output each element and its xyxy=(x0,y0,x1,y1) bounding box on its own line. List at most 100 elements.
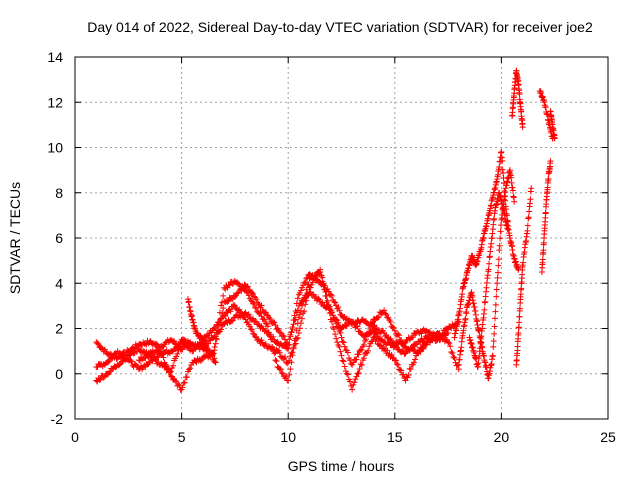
data-point xyxy=(509,187,516,194)
data-point xyxy=(429,335,436,342)
data-point xyxy=(340,339,347,346)
y-tick-label: 0 xyxy=(55,366,63,382)
data-point xyxy=(276,365,283,372)
data-point xyxy=(212,340,219,347)
data-point xyxy=(286,336,293,343)
x-tick-label: 0 xyxy=(71,429,79,445)
data-point xyxy=(320,281,327,288)
data-point xyxy=(252,333,259,340)
data-point xyxy=(319,299,326,306)
data-point xyxy=(445,330,452,337)
y-tick-label: 10 xyxy=(47,140,63,156)
data-point xyxy=(343,322,350,329)
data-point xyxy=(446,340,453,347)
data-point xyxy=(367,326,374,333)
data-point xyxy=(319,278,326,285)
data-point xyxy=(434,330,441,337)
series-track-m xyxy=(547,108,558,142)
data-point xyxy=(230,302,237,309)
data-point xyxy=(432,333,439,340)
data-point xyxy=(365,331,372,338)
data-point xyxy=(151,355,158,362)
data-point xyxy=(497,222,504,229)
data-point xyxy=(106,369,113,376)
data-point xyxy=(391,327,398,334)
data-point xyxy=(272,357,279,364)
data-point xyxy=(250,290,257,297)
x-tick-label: 25 xyxy=(600,429,616,445)
data-point xyxy=(167,373,174,380)
data-point xyxy=(296,325,303,332)
data-point xyxy=(100,374,107,381)
data-point xyxy=(292,340,299,347)
data-point xyxy=(394,330,401,337)
data-point xyxy=(539,256,546,263)
data-point xyxy=(163,363,170,370)
data-point xyxy=(289,326,296,333)
x-tick-label: 10 xyxy=(280,429,296,445)
data-point xyxy=(253,305,260,312)
data-point xyxy=(183,374,190,381)
data-point xyxy=(321,286,328,293)
data-point xyxy=(381,307,388,314)
data-point xyxy=(355,370,362,377)
data-point xyxy=(252,294,259,301)
y-tick-label: 4 xyxy=(55,275,63,291)
data-point xyxy=(492,308,499,315)
data-point xyxy=(335,324,342,331)
data-point xyxy=(477,345,484,352)
data-point xyxy=(305,281,312,288)
data-point xyxy=(422,341,429,348)
data-point xyxy=(360,355,367,362)
data-point xyxy=(331,326,338,333)
data-point xyxy=(518,108,525,115)
data-point xyxy=(276,349,283,356)
data-point xyxy=(328,292,335,299)
data-point xyxy=(216,320,223,327)
data-point xyxy=(294,320,301,327)
data-point xyxy=(305,292,312,299)
data-point xyxy=(516,91,523,98)
data-point xyxy=(279,370,286,377)
data-point xyxy=(337,348,344,355)
data-point xyxy=(495,262,502,269)
data-point xyxy=(407,366,414,373)
data-point xyxy=(312,273,319,280)
data-point xyxy=(248,326,255,333)
data-point xyxy=(501,187,508,194)
data-point xyxy=(497,228,504,235)
data-point xyxy=(166,369,173,376)
data-point xyxy=(162,361,169,368)
data-point xyxy=(545,176,552,183)
data-point xyxy=(253,296,260,303)
data-point xyxy=(338,334,345,341)
data-point xyxy=(332,331,339,338)
data-point xyxy=(205,332,212,339)
data-point xyxy=(341,343,348,350)
data-point xyxy=(491,323,498,330)
data-point xyxy=(366,343,373,350)
data-point xyxy=(270,318,277,325)
data-point xyxy=(264,323,271,330)
data-point xyxy=(481,306,488,313)
data-point xyxy=(287,366,294,373)
data-point xyxy=(212,359,219,366)
data-point xyxy=(448,348,455,355)
data-point xyxy=(157,348,164,355)
data-point xyxy=(286,371,293,378)
data-point xyxy=(194,342,201,349)
data-point xyxy=(133,348,140,355)
data-point xyxy=(515,330,522,337)
data-point xyxy=(98,344,105,351)
data-point xyxy=(445,339,452,346)
data-point xyxy=(212,335,219,342)
data-point xyxy=(332,316,339,323)
data-point xyxy=(388,351,395,358)
data-point xyxy=(418,345,425,352)
series-track-k xyxy=(538,158,554,275)
data-point xyxy=(516,319,523,326)
data-point xyxy=(322,292,329,299)
data-point xyxy=(284,339,291,346)
data-point xyxy=(524,222,531,229)
data-point xyxy=(268,336,275,343)
